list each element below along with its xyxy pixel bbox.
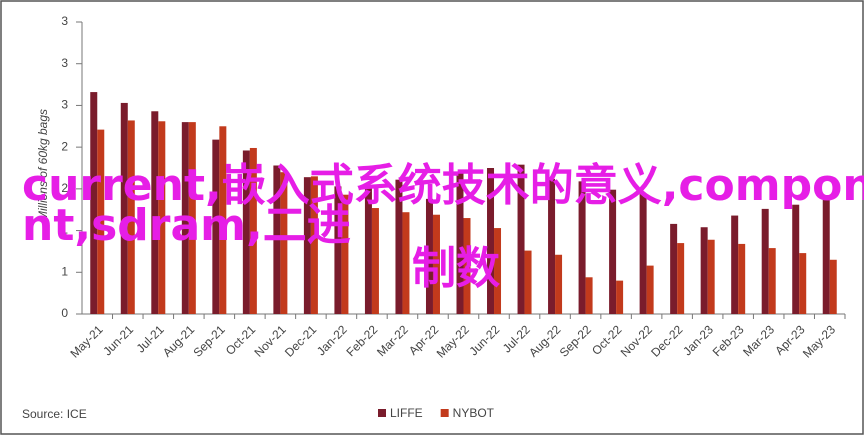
y-tick-label: 2: [61, 139, 68, 153]
bar: [700, 227, 708, 314]
overlay-text: current,嵌入式系统技术的意义,compone nt,sdram,二进制数: [22, 160, 864, 294]
bar: [127, 120, 135, 315]
bar: [151, 111, 159, 314]
bar: [731, 215, 739, 314]
y-tick-label: 3: [61, 98, 68, 112]
legend-swatch: [440, 409, 449, 417]
y-tick-label: 3: [61, 14, 68, 28]
bar: [395, 179, 403, 314]
bar: [829, 259, 837, 314]
bar: [280, 172, 288, 314]
bar: [639, 193, 647, 314]
bar: [310, 176, 318, 314]
bar: [738, 243, 746, 314]
bar: [517, 164, 525, 314]
bar: [548, 178, 556, 314]
y-tick-label: 2: [61, 181, 68, 195]
bar: [219, 126, 227, 315]
bar: [90, 92, 98, 314]
bar: [578, 181, 586, 314]
bar: [494, 228, 502, 314]
bar: [97, 129, 105, 314]
bar: [425, 198, 433, 314]
bar: [646, 265, 654, 314]
bar: [158, 121, 166, 314]
bar: [188, 122, 196, 314]
bar: [249, 147, 257, 314]
bar: [432, 214, 440, 314]
bar: [799, 253, 807, 314]
bar: [371, 208, 379, 314]
bar: [402, 212, 410, 314]
legend-swatch: [378, 409, 386, 417]
bar: [341, 194, 349, 314]
bar: [181, 122, 189, 314]
bar: [768, 248, 776, 314]
bar: [792, 204, 800, 314]
bar: [670, 223, 678, 314]
bar: [212, 139, 220, 314]
bar: [822, 198, 830, 314]
bar: [487, 168, 495, 314]
bar: [761, 208, 769, 314]
y-axis-label: Millions of 60kg bags: [36, 109, 50, 221]
source: Source: ICE: [22, 407, 87, 421]
bar: [707, 239, 715, 314]
bar: [120, 102, 128, 314]
bar: [273, 165, 281, 314]
bar: [364, 186, 372, 314]
legend-label: NYBOT: [453, 406, 495, 420]
bar: [334, 186, 342, 314]
bar: [456, 172, 464, 314]
bar: [555, 254, 563, 314]
bar: [303, 177, 311, 314]
bar: [242, 150, 250, 314]
bar: [609, 189, 617, 314]
y-tick-label: 0: [61, 306, 68, 320]
y-tick-label: 1: [61, 223, 68, 237]
y-tick-label: 1: [61, 264, 68, 278]
bar: [524, 250, 532, 314]
bar: [616, 280, 624, 314]
legend-label: LIFFE: [390, 406, 423, 420]
bar: [677, 243, 685, 314]
y-tick-label: 3: [61, 56, 68, 70]
bar: [585, 277, 593, 314]
bar: [463, 218, 471, 314]
